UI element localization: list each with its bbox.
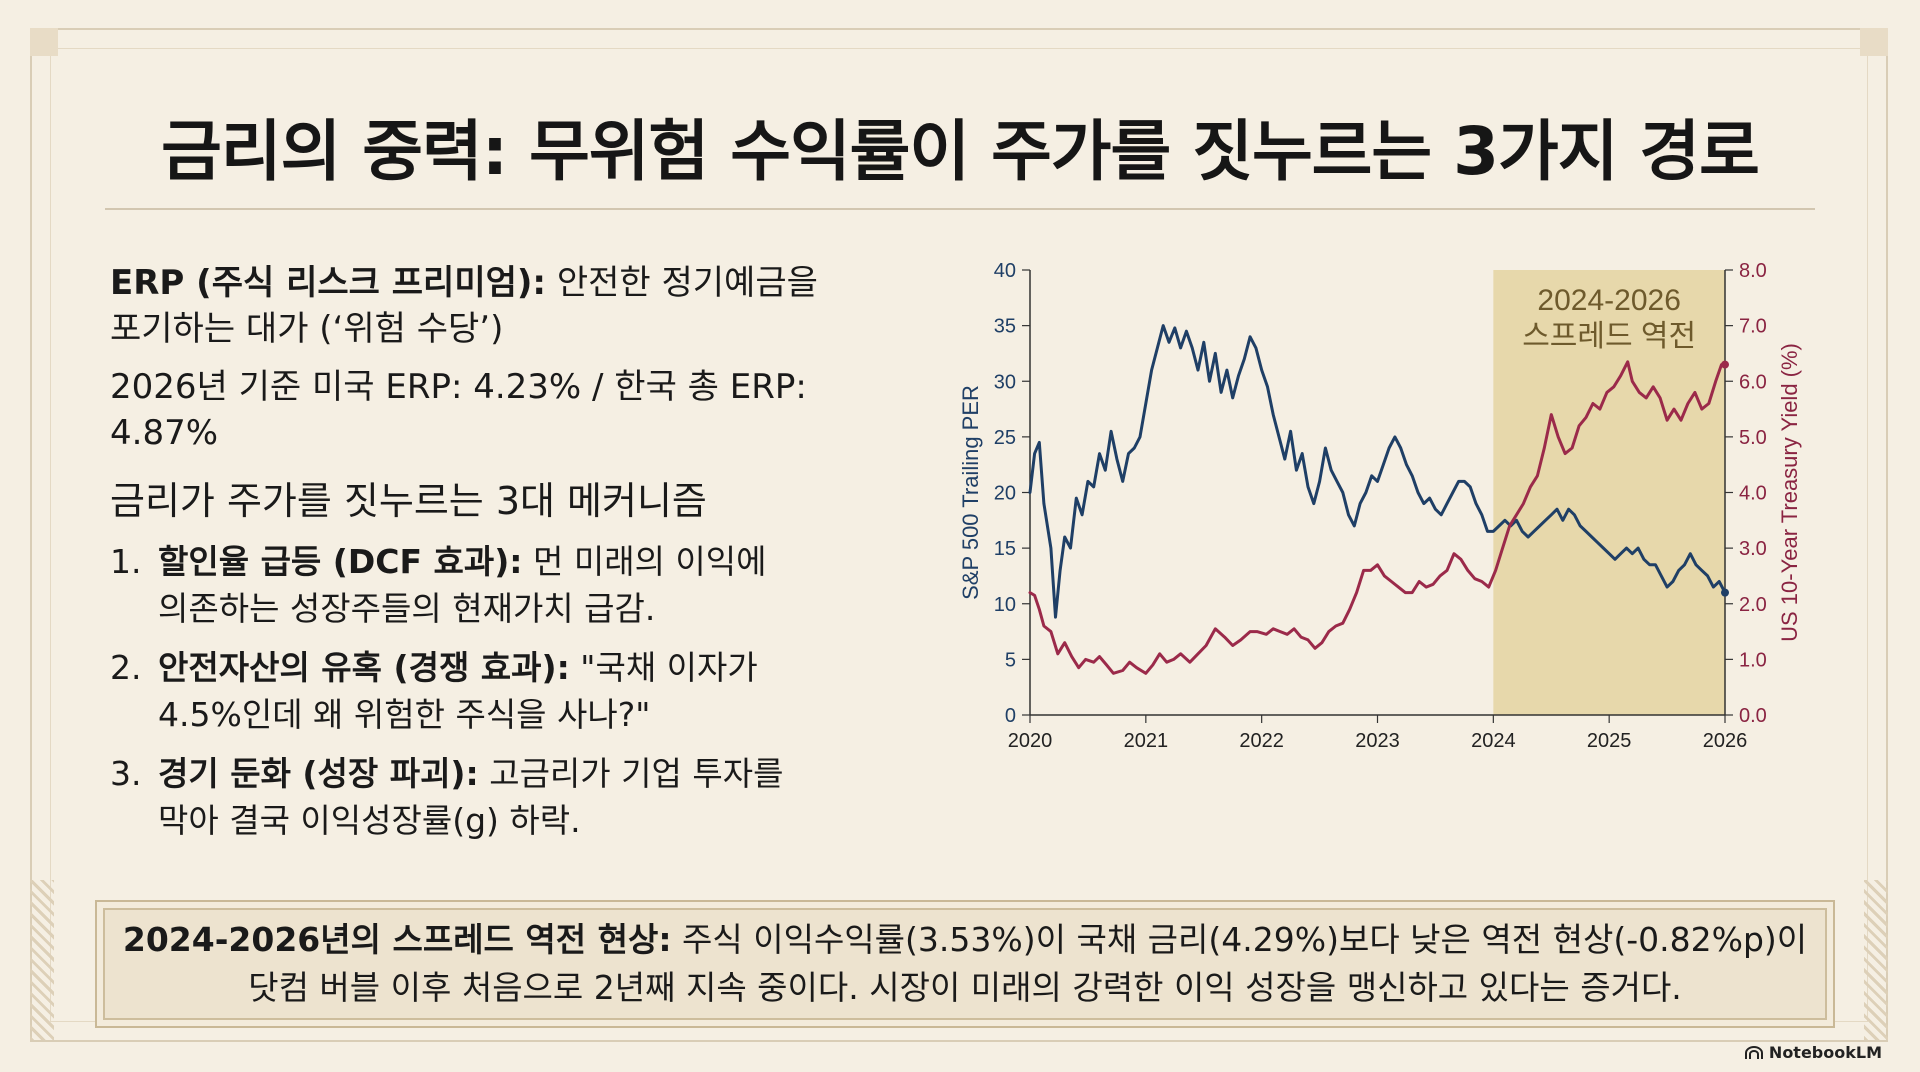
y-tick-label: 0 [1005, 705, 1016, 727]
erp-desc-line2: 포기하는 대가 (‘위험 수당’) [110, 309, 504, 349]
y2-tick-label: 7.0 [1739, 316, 1767, 338]
brand-mark: NotebookLM [1744, 1043, 1882, 1062]
y-tick-label: 35 [994, 316, 1016, 338]
mechanism-bold: 경기 둔화 (성장 파괴): [158, 754, 479, 793]
mechanism-bold: 안전자산의 유혹 (경쟁 효과): [158, 648, 570, 687]
treasury-yield-line [1028, 360, 1727, 675]
mechanism-text2: 4.5%인데 왜 위험한 주식을 사나?" [158, 695, 651, 734]
y2-tick-label: 4.0 [1739, 483, 1767, 505]
y2-tick-label: 8.0 [1739, 260, 1767, 282]
y2-axis-label: US 10-Year Treasury Yield (%) [1777, 343, 1802, 642]
brand-name: NotebookLM [1768, 1043, 1882, 1062]
title-divider [105, 208, 1815, 210]
erp-definition: ERP (주식 리스크 프리미엄): 안전한 정기예금을 포기하는 대가 (‘위… [110, 260, 910, 352]
x-tick-label: 2024 [1471, 730, 1516, 752]
y-tick-label: 20 [994, 483, 1016, 505]
y2-tick-label: 2.0 [1739, 594, 1767, 616]
mechanism-number: 3. [110, 754, 142, 793]
x-tick-label: 2023 [1355, 730, 1400, 752]
y-axis-label: S&P 500 Trailing PER [958, 385, 983, 600]
mechanism-text1: "국채 이자가 [569, 648, 758, 687]
chart-container: 2024-2026 스프레드 역전 0 5 10 15 20 25 30 35 40 0.0 1.0 2.… [930, 240, 1860, 860]
mechanisms-title: 금리가 주가를 짓누르는 3대 메커니즘 [110, 479, 707, 523]
mechanism-text2: 막아 결국 이익성장률(g) 하락. [158, 801, 581, 840]
mechanism-number: 1. [110, 542, 142, 581]
callout-text1: 주식 이익수익률(3.53%)이 국채 금리(4.29%)보다 낮은 역전 현상… [671, 920, 1808, 959]
spread-callout: 2024-2026년의 스프레드 역전 현상: 주식 이익수익률(3.53%)이… [95, 900, 1835, 1028]
mechanism-text: 안전자산의 유혹 (경쟁 효과): "국채 이자가 4.5%인데 왜 위험한 주식… [158, 644, 758, 738]
mechanism-number: 2. [110, 648, 142, 687]
treasury-yield-endpoint [1721, 360, 1729, 369]
x-tick-label: 2025 [1587, 730, 1632, 752]
callout-bold: 2024-2026년의 스프레드 역전 현상: [122, 920, 672, 959]
border-hatch [1864, 880, 1888, 1040]
y2-tick-label: 1.0 [1739, 649, 1767, 671]
y2-tick-label: 6.0 [1739, 371, 1767, 393]
mechanism-text2: 의존하는 성장주들의 현재가치 급감. [158, 589, 656, 628]
callout-line2: 닷컴 버블 이후 처음으로 2년째 지속 중이다. 시장이 미래의 강력한 이익… [248, 968, 1682, 1007]
y-tick-label: 40 [994, 260, 1016, 282]
erp-desc-line1: 안전한 정기예금을 [546, 263, 818, 303]
erp-stat: 2026년 기준 미국 ERP: 4.23% / 한국 총 ERP: 4.87% [110, 367, 807, 453]
y-tick-label: 15 [994, 538, 1016, 560]
y-tick-label: 10 [994, 594, 1016, 616]
y-tick-label: 25 [994, 427, 1016, 449]
notebooklm-icon [1744, 1045, 1763, 1059]
x-tick-label: 2021 [1124, 730, 1169, 752]
y2-tick-label: 5.0 [1739, 427, 1767, 449]
highlight-label: 2024-2026 [1537, 284, 1680, 317]
outer-frame [30, 28, 1888, 1042]
highlight-band [1493, 270, 1725, 715]
x-tick-label: 2026 [1703, 730, 1748, 752]
border-hatch [30, 880, 54, 1040]
y-tick-label: 30 [994, 371, 1016, 393]
per-endpoint [1721, 588, 1729, 597]
erp-section: ERP (주식 리스크 프리미엄): 안전한 정기예금을 포기하는 대가 (‘위… [110, 260, 910, 456]
x-tick-label: 2022 [1239, 730, 1284, 752]
corner-ornament [1860, 28, 1888, 56]
y2-tick-label: 0.0 [1739, 705, 1767, 727]
mechanism-bold: 할인율 급등 (DCF 효과): [158, 542, 523, 581]
x-tick-label: 2020 [1008, 730, 1053, 752]
page-title: 금리의 중력: 무위험 수익률이 주가를 짓누르는 3가지 경로 [161, 113, 1760, 190]
mechanism-text1: 먼 미래의 이익에 [522, 542, 767, 581]
highlight-label: 스프레드 역전 [1522, 320, 1696, 353]
erp-label: ERP (주식 리스크 프리미엄): [110, 263, 547, 303]
corner-ornament [30, 28, 58, 56]
per-line [1028, 324, 1727, 619]
y2-tick-label: 3.0 [1739, 538, 1767, 560]
mechanism-item: 2. 안전자산의 유혹 (경쟁 효과): "국채 이자가 4.5%인데 왜 위험한… [110, 644, 890, 738]
mechanism-text1: 고금리가 기업 투자를 [478, 754, 784, 793]
callout-line1: 2024-2026년의 스프레드 역전 현상: 주식 이익수익률(3.53%)이… [123, 916, 1807, 964]
y-tick-label: 5 [1005, 649, 1016, 671]
